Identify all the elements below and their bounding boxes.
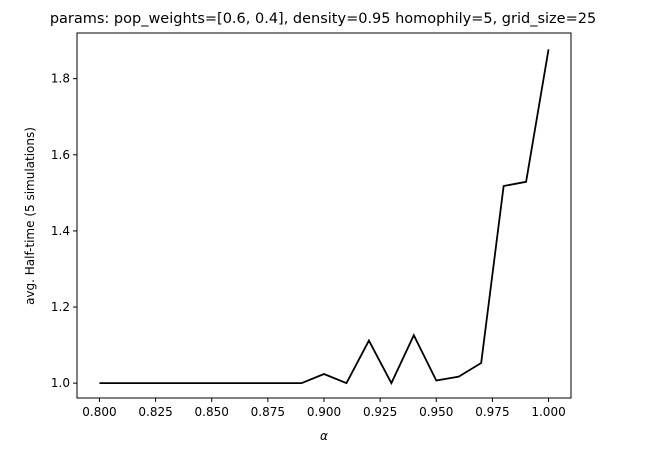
y-tick-label: 1.0 [51,376,70,390]
x-tick-label: 1.000 [531,405,565,419]
x-tick-label: 0.900 [307,405,341,419]
y-tick-label: 1.2 [51,300,70,314]
y-tick-label: 1.6 [51,148,70,162]
x-tick-label: 0.975 [475,405,509,419]
y-axis: 1.0 1.2 1.4 1.6 1.8 [51,72,77,390]
chart-title: params: pop_weights=[0.6, 0.4], density=… [50,11,596,27]
x-axis-label: α [320,429,328,443]
x-tick-label: 0.950 [419,405,453,419]
plot-frame [76,32,572,399]
x-tick-label: 0.825 [138,405,172,419]
x-tick-label: 0.850 [195,405,229,419]
y-tick-label: 1.8 [51,72,70,86]
x-tick-label: 0.800 [82,405,116,419]
x-tick-label: 0.925 [363,405,397,419]
y-axis-label: avg. Half-time (5 simulations) [23,127,37,305]
y-tick-label: 1.4 [51,224,70,238]
x-tick-label: 0.875 [251,405,285,419]
series-line [99,49,550,386]
x-axis: 0.800 0.825 0.850 0.875 0.900 0.925 0.950 0.975… [82,398,566,419]
series-layer [99,49,550,386]
